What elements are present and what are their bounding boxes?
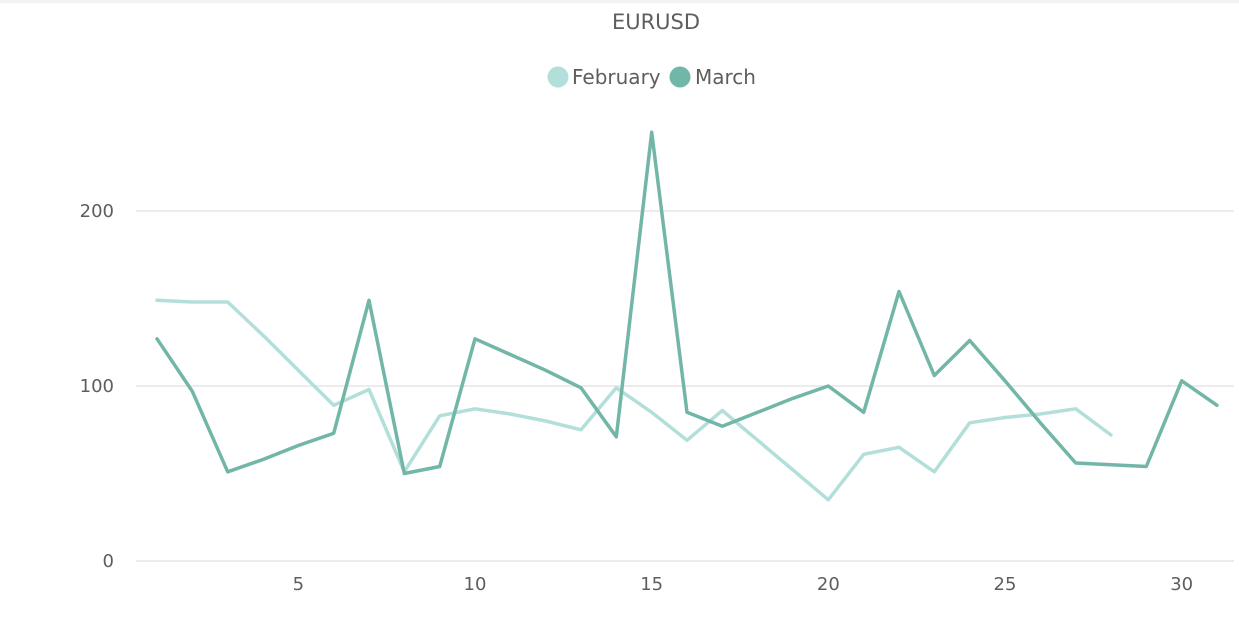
x-tick-label: 25 — [994, 574, 1017, 595]
chart-title: EURUSD — [612, 10, 700, 34]
x-tick-label: 20 — [817, 574, 840, 595]
series-line-march — [155, 130, 1219, 476]
y-tick-label: 100 — [80, 376, 114, 397]
legend-label-march: March — [695, 65, 756, 89]
y-axis: 0 100 200 — [80, 201, 114, 572]
x-axis: 5 10 15 20 25 30 — [293, 574, 1194, 595]
legend-label-february: February — [572, 65, 661, 89]
y-tick-label: 0 — [103, 551, 114, 572]
y-tick-label: 200 — [80, 201, 114, 222]
x-tick-label: 5 — [293, 574, 304, 595]
top-border — [0, 0, 1239, 3]
legend-marker-february — [547, 66, 569, 88]
legend: February March — [547, 65, 756, 89]
x-tick-label: 30 — [1170, 574, 1193, 595]
x-tick-label: 10 — [464, 574, 487, 595]
x-tick-label: 15 — [640, 574, 663, 595]
series-line-february — [155, 298, 1113, 502]
legend-marker-march — [669, 66, 691, 88]
plot-area — [155, 130, 1219, 502]
